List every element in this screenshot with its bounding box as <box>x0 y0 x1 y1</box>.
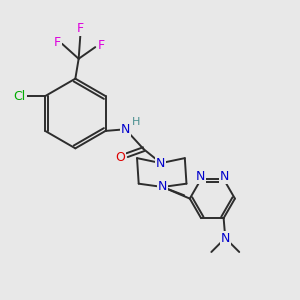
Text: F: F <box>98 39 105 52</box>
Text: Cl: Cl <box>14 90 26 103</box>
Text: N: N <box>156 157 166 169</box>
Text: O: O <box>115 151 125 164</box>
Text: N: N <box>220 170 229 183</box>
Text: H: H <box>132 117 140 127</box>
Text: N: N <box>158 181 167 194</box>
Text: F: F <box>53 36 61 49</box>
Text: N: N <box>196 170 205 183</box>
Text: N: N <box>220 232 230 245</box>
Text: F: F <box>77 22 84 35</box>
Text: N: N <box>121 123 130 136</box>
